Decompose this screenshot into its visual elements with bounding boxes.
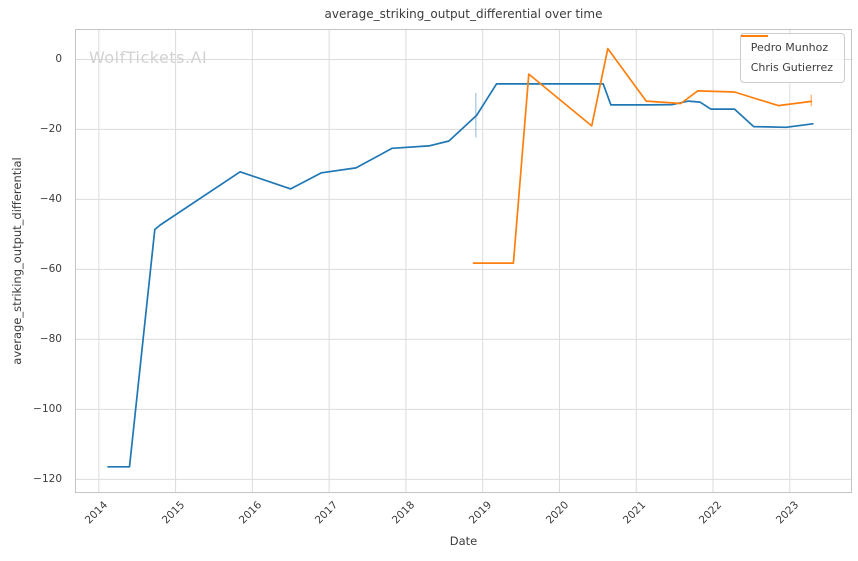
y-tick-label: −100	[33, 403, 62, 416]
x-tick-text: 2019	[466, 499, 495, 527]
y-tick-label: 0	[55, 53, 62, 66]
series-line-chris-gutierrez	[472, 47, 813, 264]
series-line-pedro-munhoz	[107, 83, 814, 468]
y-tick-label: −120	[33, 473, 62, 486]
y-tick-label: −20	[39, 123, 62, 136]
y-tick-label: −80	[39, 333, 62, 346]
x-tick-text: 2015	[159, 499, 188, 527]
x-tick-text: 2014	[82, 499, 111, 527]
axes-spine	[75, 29, 852, 493]
watermark: WolfTickets.AI	[89, 48, 208, 67]
legend-item: Chris Gutierrez	[740, 35, 833, 74]
legend-line-swatch	[740, 35, 768, 37]
x-tick-text: 2021	[620, 499, 648, 527]
x-tick-text: 2018	[390, 499, 418, 527]
legend: Pedro Munhoz Chris Gutierrez	[739, 33, 845, 83]
plot-canvas	[75, 29, 852, 493]
x-tick-text: 2017	[313, 499, 341, 527]
plot-area: WolfTickets.AI Pedro Munhoz Chris Gutierr…	[75, 29, 852, 493]
y-tick-label: −40	[39, 193, 62, 206]
x-tick-text: 2016	[236, 499, 264, 527]
x-axis-label: Date	[449, 534, 478, 548]
x-tick-text: 2020	[543, 499, 571, 527]
x-tick-text: 2022	[697, 499, 725, 527]
y-tick-label: −60	[39, 263, 62, 276]
legend-label: Chris Gutierrez	[750, 61, 833, 74]
chart-title: average_striking_output_differential ove…	[324, 7, 603, 21]
x-tick-text: 2023	[773, 499, 802, 527]
legend-label: Pedro Munhoz	[750, 41, 829, 54]
